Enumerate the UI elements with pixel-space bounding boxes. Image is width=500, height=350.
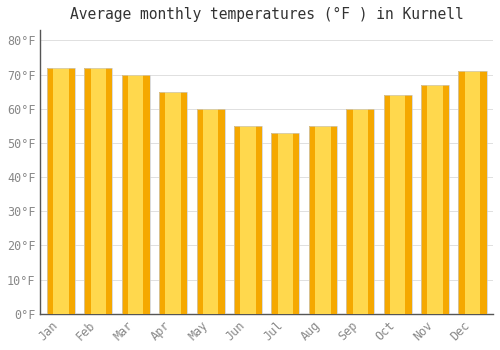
Bar [84, 68, 112, 314]
Bar [390, 95, 406, 314]
Bar [458, 71, 486, 314]
Bar [47, 68, 75, 314]
Bar [159, 92, 187, 314]
Bar [315, 126, 330, 314]
Bar [53, 68, 68, 314]
Bar [346, 109, 374, 314]
Bar [159, 92, 187, 314]
Bar [272, 133, 299, 314]
Bar [196, 109, 224, 314]
Bar [352, 109, 368, 314]
Bar [203, 109, 218, 314]
Bar [122, 75, 150, 314]
Bar [234, 126, 262, 314]
Bar [47, 68, 75, 314]
Bar [421, 85, 449, 314]
Bar [122, 75, 150, 314]
Bar [90, 68, 106, 314]
Bar [346, 109, 374, 314]
Bar [166, 92, 181, 314]
Bar [272, 133, 299, 314]
Bar [458, 71, 486, 314]
Bar [234, 126, 262, 314]
Bar [128, 75, 144, 314]
Bar [384, 95, 411, 314]
Bar [84, 68, 112, 314]
Bar [384, 95, 411, 314]
Bar [309, 126, 337, 314]
Bar [421, 85, 449, 314]
Bar [309, 126, 337, 314]
Bar [465, 71, 480, 314]
Title: Average monthly temperatures (°F ) in Kurnell: Average monthly temperatures (°F ) in Ku… [70, 7, 464, 22]
Bar [240, 126, 256, 314]
Bar [428, 85, 443, 314]
Bar [196, 109, 224, 314]
Bar [278, 133, 293, 314]
